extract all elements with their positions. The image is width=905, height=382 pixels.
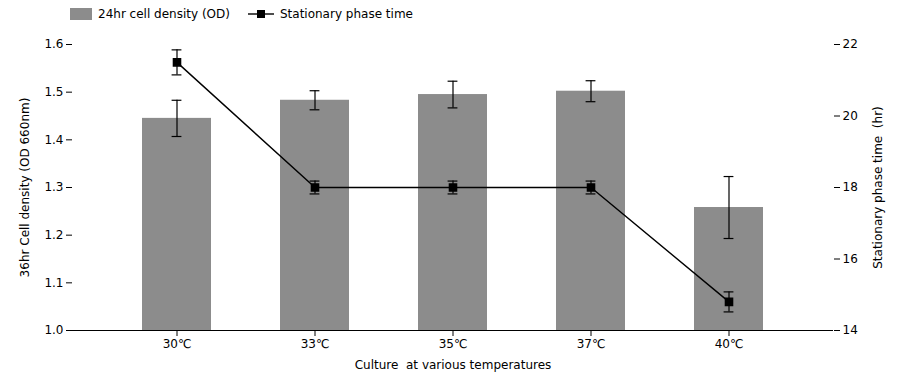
svg-text:1.2: 1.2 [44,228,63,242]
svg-text:1.1: 1.1 [44,276,63,290]
svg-text:16: 16 [843,252,858,266]
html-text:Stationary phase time: Stationary phase time [280,7,413,21]
svg-text:1.3: 1.3 [44,180,63,194]
svg-text:33℃: 33℃ [301,337,330,351]
svg-text:20: 20 [843,109,858,123]
svg-text:35℃: 35℃ [439,337,468,351]
svg-text:Stationary phase time (hr): Stationary phase time (hr) [871,106,885,269]
svg-text:37℃: 37℃ [577,337,606,351]
svg-text:1.0: 1.0 [44,323,63,337]
svg-text:22: 22 [843,37,858,51]
svg-text:30℃: 30℃ [163,337,192,351]
svg-text:14: 14 [843,323,858,337]
svg-text:1.4: 1.4 [44,133,63,147]
svg-text:18: 18 [843,180,858,194]
svg-text:1.5: 1.5 [44,85,63,99]
svg-text:36hr Cell density (OD 660nm): 36hr Cell density (OD 660nm) [18,98,32,278]
svg-text:40℃: 40℃ [715,337,744,351]
html-text:24hr cell density (OD): 24hr cell density (OD) [98,7,230,21]
svg-text:Culture at various temperatur: Culture at various temperatures [355,358,552,372]
svg-text:1.6: 1.6 [44,37,63,51]
